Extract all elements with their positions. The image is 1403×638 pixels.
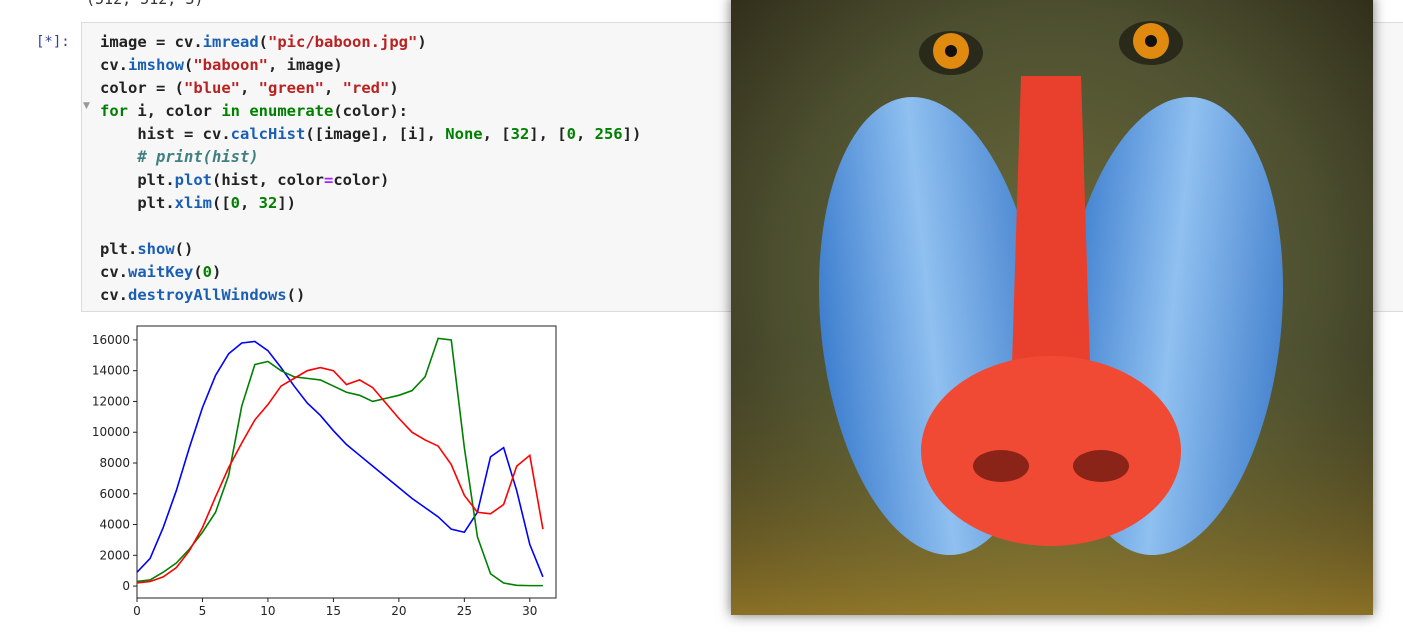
code-token: for [100,102,128,120]
code-token: cv. [100,263,128,281]
code-token: "baboon" [193,56,268,74]
code-line: color = ("blue", "green", "red") [100,77,641,100]
code-token: "green" [258,79,324,97]
plot-area [136,325,557,599]
y-tick-label: 4000 [99,518,130,532]
code-token: , [240,79,259,97]
x-tick-label: 15 [326,604,341,618]
code-token: color = ( [100,79,184,97]
code-line: # print(hist) [100,146,641,169]
code-token [100,148,137,166]
x-tick-label: 25 [457,604,472,618]
code-token: "pic/baboon.jpg" [268,33,418,51]
code-line: cv.imshow("baboon", image) [100,54,641,77]
code-token: None [445,125,483,143]
image-window[interactable] [731,0,1373,615]
code-token: , [575,125,595,143]
code-token: ( [193,263,203,281]
code-token: 32 [510,125,530,143]
code-token: (color): [333,102,408,120]
y-tick-label: 8000 [99,456,130,470]
code-token: , [240,194,259,212]
fold-arrow[interactable]: ▼ [83,101,90,111]
code-token: , [324,79,343,97]
code-token: color) [333,171,390,189]
code-token: "red" [342,79,390,97]
code-token: ([image], [i], [305,125,446,143]
code-token: hist = cv. [100,125,231,143]
code-line: for i, color in enumerate(color): [100,100,641,123]
series-line [136,337,543,587]
code-token: plt. [100,194,175,212]
code-line: plt.xlim([0, 32]) [100,192,641,215]
code-token: show [137,240,175,258]
code-line: plt.plot(hist, color=color) [100,169,641,192]
x-tick-label: 20 [391,604,406,618]
code-token: ) [389,79,399,97]
series-line [136,340,544,578]
previous-output: (512, 512, 3) [86,0,203,8]
code-token: (hist, color [211,171,324,189]
y-tick-label: 12000 [92,394,130,408]
code-line [100,215,641,238]
y-tick-label: 14000 [92,364,130,378]
code-token: i, color [128,102,222,120]
code-line: cv.waitKey(0) [100,261,641,284]
code-token: () [174,240,194,258]
code-line: image = cv.imread("pic/baboon.jpg") [100,31,641,54]
code-token: in [221,102,240,120]
code-token: plot [174,171,212,189]
code-token: 256 [594,125,623,143]
code-token: waitKey [128,263,194,281]
code-token: , image) [268,56,343,74]
code-token: ], [ [529,125,567,143]
code-token: ) [212,263,222,281]
code-token: 32 [258,194,278,212]
code-token: = [323,171,334,189]
code-token: 0 [202,263,213,281]
code-line: cv.destroyAllWindows() [100,284,641,307]
code-token: # print(hist) [137,148,259,166]
code-token: ) [417,33,427,51]
code-token: ( [184,56,194,74]
code-token: ( [258,33,268,51]
code-token: xlim [174,194,212,212]
code-token [240,102,249,120]
code-token: cv. [100,56,128,74]
cell-prompt: [*]: [36,34,70,50]
code-token: imread [202,33,259,51]
code-token: enumerate [249,102,334,120]
code-token: ]) [622,125,642,143]
x-tick-label: 0 [133,604,141,618]
code-line: hist = cv.calcHist([image], [i], None, [… [100,123,641,146]
code-token: imshow [128,56,184,74]
code-line: plt.show() [100,238,641,261]
code-token: plt. [100,240,138,258]
series-line [136,366,544,584]
y-tick-label: 2000 [99,548,130,562]
code-token: ([ [211,194,231,212]
code-token: () [286,286,306,304]
y-tick-label: 0 [122,579,130,593]
code-token: ]) [277,194,297,212]
y-tick-label: 6000 [99,487,130,501]
x-tick-label: 30 [522,604,537,618]
code-token: image = cv. [100,33,203,51]
x-tick-label: 10 [260,604,275,618]
code-editor[interactable]: image = cv.imread("pic/baboon.jpg") cv.im… [100,31,641,307]
code-token: destroyAllWindows [128,286,287,304]
code-token: 0 [566,125,576,143]
code-token: 0 [230,194,240,212]
code-token: , [ [482,125,511,143]
histogram-chart: 0 2000 4000 6000 8000 10000 12000 14000 16000 0 5 1… [92,325,557,618]
x-tick-label: 5 [199,604,207,618]
code-token: "blue" [184,79,240,97]
code-token: calcHist [230,125,306,143]
code-token: cv. [100,286,128,304]
y-tick-label: 10000 [92,425,130,439]
y-tick-label: 16000 [92,333,130,347]
code-token: plt. [100,171,175,189]
